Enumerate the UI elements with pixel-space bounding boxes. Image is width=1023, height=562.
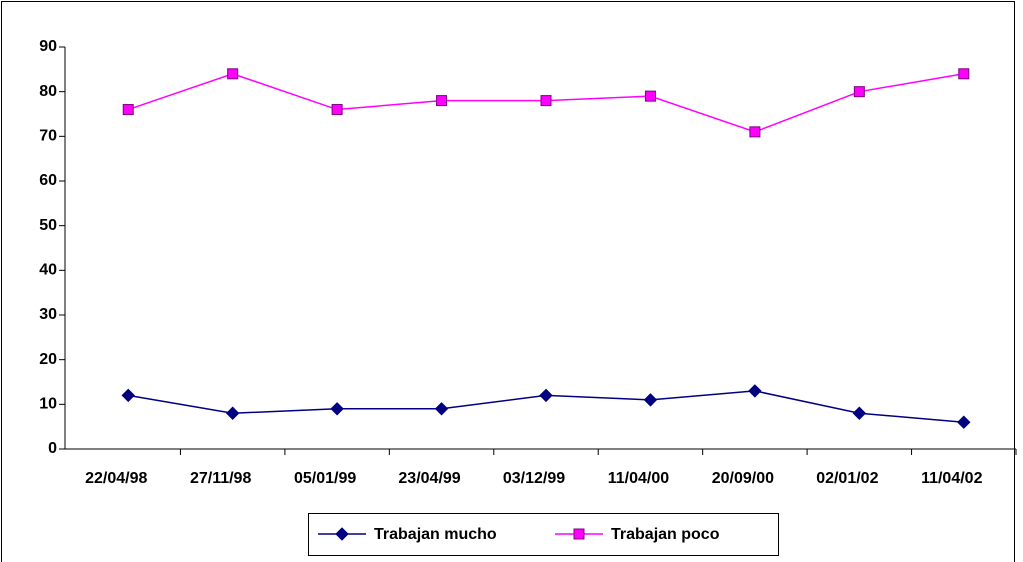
legend-box (308, 513, 779, 556)
x-tick-label: 23/04/99 (398, 470, 460, 487)
data-point (852, 406, 867, 420)
legend-marker (573, 528, 585, 540)
data-point (122, 104, 134, 116)
y-tick-label: 70 (39, 128, 57, 145)
data-point (539, 388, 553, 403)
data-point (227, 68, 239, 80)
data-point (748, 384, 762, 398)
data-point (330, 402, 344, 416)
data-point (853, 86, 865, 98)
x-tick-label: 22/04/98 (85, 470, 147, 487)
y-tick-label: 30 (39, 306, 57, 323)
data-point (436, 95, 448, 107)
data-point (331, 104, 343, 116)
y-tick-label: 80 (39, 83, 57, 100)
legend-label: Trabajan mucho (374, 526, 497, 543)
x-tick-label: 20/09/00 (712, 470, 774, 487)
data-point (643, 393, 658, 407)
data-point (225, 406, 240, 420)
data-point (121, 388, 135, 403)
y-tick-label: 20 (39, 351, 57, 368)
x-tick-label: 11/04/00 (608, 470, 670, 487)
data-point (644, 90, 656, 102)
data-point (749, 126, 761, 138)
data-point (540, 95, 552, 107)
x-tick-label: 02/01/02 (816, 470, 878, 487)
x-tick-label: 11/04/02 (921, 470, 983, 487)
data-point (958, 68, 970, 80)
x-tick-label: 05/01/99 (294, 470, 356, 487)
y-tick-label: 60 (39, 172, 57, 189)
y-tick-label: 50 (39, 217, 57, 234)
x-tick-label: 03/12/99 (503, 470, 565, 487)
y-tick-label: 90 (39, 38, 57, 55)
x-tick-label: 27/11/98 (190, 470, 252, 487)
y-tick-label: 0 (48, 440, 57, 457)
legend-marker (335, 527, 349, 541)
y-tick-label: 40 (39, 262, 57, 279)
data-point (434, 402, 449, 416)
y-tick-label: 10 (39, 396, 57, 413)
data-point (957, 415, 971, 429)
legend-label: Trabajan poco (611, 526, 720, 543)
